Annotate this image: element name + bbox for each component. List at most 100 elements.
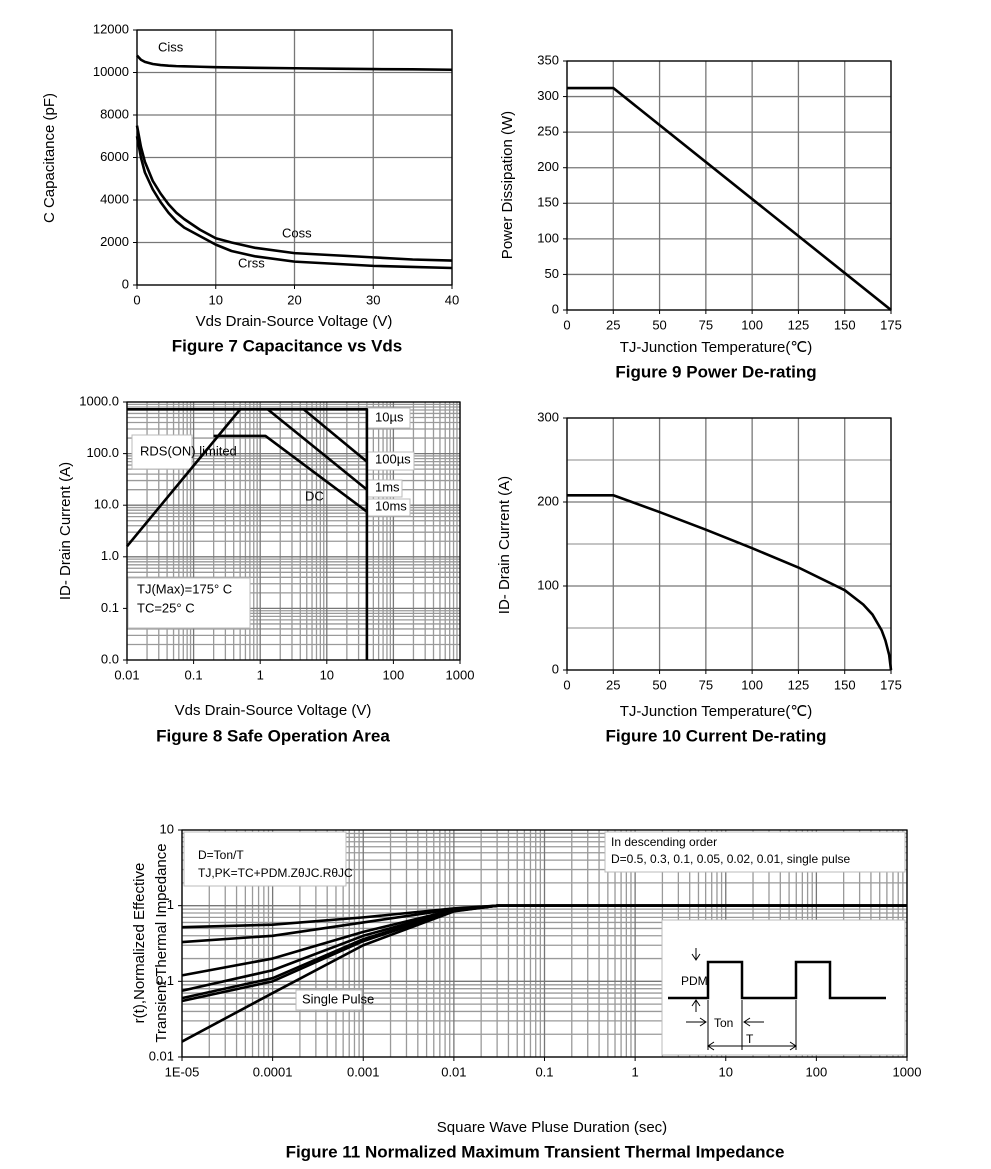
annotation: TJ(Max)=175° C <box>137 581 232 596</box>
series-line <box>213 434 368 513</box>
x-tick-label: 175 <box>880 317 902 332</box>
annotation: TJ,PK=TC+PDM.ZθJC.RθJC <box>198 866 353 880</box>
x-tick-label: 1000 <box>893 1064 922 1079</box>
x-tick-label: 75 <box>699 677 713 692</box>
x-tick-label: 1E-05 <box>165 1064 200 1079</box>
x-tick-label: 175 <box>880 677 902 692</box>
pulse-diagram <box>668 960 886 1000</box>
x-axis-label: Vds Drain-Source Voltage (V) <box>196 313 393 330</box>
y-axis-label: Power Dissipation (W) <box>499 111 516 259</box>
x-tick-label: 0 <box>563 677 570 692</box>
x-tick-label: 0.001 <box>347 1064 380 1079</box>
annotation: Ton <box>714 1016 733 1030</box>
series-label: Coss <box>282 225 312 240</box>
series-line <box>181 904 907 1043</box>
y-tick-label: 150 <box>537 195 559 210</box>
y-axis-label: ID- Drain Current (A) <box>496 476 513 614</box>
series-label: DC <box>305 488 324 503</box>
annotation: D=0.5, 0.3, 0.1, 0.05, 0.02, 0.01, singl… <box>611 852 850 866</box>
y-tick-label: 1 <box>167 897 174 912</box>
annotation: T <box>746 1032 754 1046</box>
y-tick-label: 6000 <box>100 149 129 164</box>
plot-frame <box>566 60 892 311</box>
x-tick-label: 10 <box>320 667 334 682</box>
label-box <box>127 577 251 629</box>
series-label: 10µs <box>375 409 404 424</box>
x-tick-label: 30 <box>366 292 380 307</box>
y-tick-label: 10000 <box>93 64 129 79</box>
series-label: 100µs <box>375 451 411 466</box>
annotation: In descending order <box>611 835 717 849</box>
y-tick-label: 100.0 <box>86 445 119 460</box>
chart-title: Figure 10 Current De-rating <box>605 726 826 745</box>
plot-frame <box>126 401 461 661</box>
series-line <box>567 86 892 312</box>
chart-title: Figure 8 Safe Operation Area <box>156 726 390 745</box>
annotation: D=Ton/T <box>198 848 244 862</box>
annotation: 10ms <box>375 498 407 513</box>
y-tick-label: 1000.0 <box>79 393 119 408</box>
x-tick-label: 75 <box>699 317 713 332</box>
plot-frame <box>136 29 453 286</box>
series-label: Crss <box>238 255 265 270</box>
series-line <box>136 54 453 72</box>
x-tick-label: 0.01 <box>114 667 139 682</box>
x-tick-label: 150 <box>834 677 856 692</box>
y-tick-label: 0.1 <box>156 973 174 988</box>
x-tick-label: 50 <box>652 677 666 692</box>
series-line <box>135 136 453 270</box>
y-tick-label: 1.0 <box>101 548 119 563</box>
chart-title: Figure 7 Capacitance vs Vds <box>172 336 403 355</box>
y-tick-label: 10.0 <box>94 497 119 512</box>
x-tick-label: 100 <box>806 1064 828 1079</box>
x-tick-label: 1000 <box>446 667 475 682</box>
y-axis-label: ID- Drain Current (A) <box>57 462 74 600</box>
series-label: RDS(ON) limited <box>140 443 237 458</box>
annotation: TC=25° C <box>137 600 195 615</box>
series-label: Single Pulse <box>302 991 374 1006</box>
y-tick-label: 2000 <box>100 234 129 249</box>
x-axis-label: TJ-Junction Temperature(℃) <box>620 339 812 356</box>
x-tick-label: 10 <box>719 1064 733 1079</box>
x-tick-label: 0.0001 <box>253 1064 293 1079</box>
x-tick-label: 50 <box>652 317 666 332</box>
x-tick-label: 125 <box>788 677 810 692</box>
y-axis-label: Transient Thermal Impedance <box>153 843 170 1042</box>
x-tick-label: 10 <box>209 292 223 307</box>
series-line <box>125 408 242 548</box>
x-tick-label: 0.1 <box>185 667 203 682</box>
chart-title: Figure 11 Normalized Maximum Transient T… <box>286 1142 785 1161</box>
x-axis-label: Vds Drain-Source Voltage (V) <box>175 702 372 719</box>
y-tick-label: 0 <box>552 661 559 676</box>
x-tick-label: 20 <box>287 292 301 307</box>
x-tick-label: 25 <box>606 317 620 332</box>
x-tick-label: 1 <box>632 1064 639 1079</box>
label-box <box>183 831 347 887</box>
y-tick-label: 4000 <box>100 191 129 206</box>
x-tick-label: 150 <box>834 317 856 332</box>
y-tick-label: 12000 <box>93 21 129 36</box>
x-tick-label: 100 <box>741 317 763 332</box>
x-tick-label: 100 <box>741 677 763 692</box>
x-tick-label: 0.01 <box>441 1064 466 1079</box>
series-label: Ciss <box>158 39 184 54</box>
y-tick-label: 300 <box>537 409 559 424</box>
label-box <box>131 434 193 470</box>
y-tick-label: 100 <box>537 230 559 245</box>
x-axis-label: TJ-Junction Temperature(℃) <box>620 703 812 720</box>
diagram-arrows <box>686 948 797 1051</box>
x-tick-label: 0 <box>563 317 570 332</box>
y-tick-label: 300 <box>537 88 559 103</box>
x-tick-label: 0.1 <box>535 1064 553 1079</box>
y-tick-label: 0.0 <box>101 651 119 666</box>
y-tick-label: 10 <box>160 821 174 836</box>
x-axis-label: Square Wave Pluse Duration (sec) <box>437 1119 667 1136</box>
y-tick-label: 0.1 <box>101 600 119 615</box>
plot-frame <box>566 417 892 671</box>
y-tick-label: 200 <box>537 493 559 508</box>
x-tick-label: 100 <box>383 667 405 682</box>
y-axis-label: C Capacitance (pF) <box>41 93 58 223</box>
x-tick-label: 125 <box>788 317 810 332</box>
series-line <box>302 408 368 463</box>
